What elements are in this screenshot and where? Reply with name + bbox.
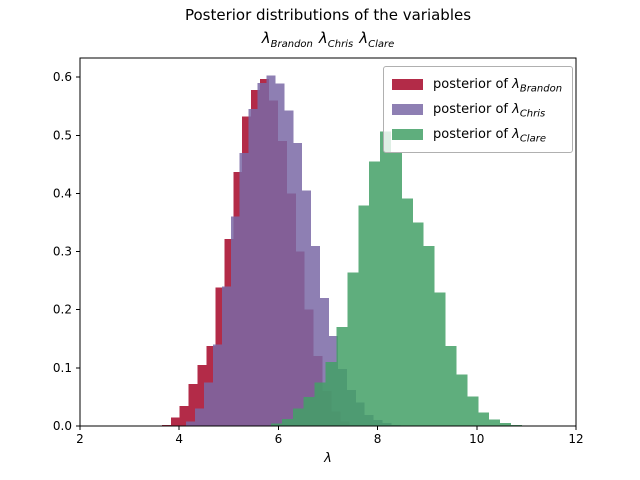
x-tick-label: 4: [175, 432, 183, 446]
histogram-1: [186, 75, 401, 426]
y-tick-label: 0.2: [53, 303, 72, 317]
subtitle-variable: λBrandon: [261, 29, 313, 50]
legend-label: posterior of λBrandon: [433, 77, 563, 95]
y-tick-label: 0.1: [53, 361, 72, 375]
legend-item: posterior of λBrandon: [392, 72, 564, 97]
legend-item: posterior of λClare: [392, 122, 564, 147]
axis-ticks: 2 4 6 8 10 12 0.0 0.1 0.2 0.3 0.4 0.5 0.6: [53, 70, 584, 446]
y-tick-label: 0.5: [53, 128, 72, 142]
chart-title: Posterior distributions of the variables: [184, 6, 472, 24]
x-tick-label: 10: [469, 432, 484, 446]
legend-label: posterior of λClare: [433, 127, 546, 145]
subtitle-variable: λClare: [359, 29, 395, 50]
y-tick-label: 0.0: [53, 419, 72, 433]
y-tick-label: 0.6: [53, 70, 72, 84]
x-tick-label: 6: [275, 432, 283, 446]
histogram-series-group: [161, 75, 544, 427]
axes-spines: [79, 57, 577, 427]
legend-swatch: [392, 79, 423, 90]
x-tick-label: 12: [568, 432, 583, 446]
chart-subtitle: λBrandon λChris λClare: [259, 29, 398, 50]
legend: posterior of λBrandon posterior of λChris…: [383, 66, 573, 153]
y-tick-label: 0.4: [53, 186, 72, 200]
x-tick-label: 2: [76, 432, 84, 446]
x-tick-label: 8: [374, 432, 382, 446]
x-axis-label: λ: [323, 451, 332, 466]
legend-item: posterior of λChris: [392, 97, 564, 122]
legend-swatch: [392, 129, 423, 140]
histogram-2: [270, 131, 544, 426]
legend-swatch: [392, 104, 423, 115]
subtitle-variable: λChris: [318, 29, 354, 50]
legend-label: posterior of λChris: [433, 102, 546, 120]
y-tick-label: 0.3: [53, 245, 72, 259]
